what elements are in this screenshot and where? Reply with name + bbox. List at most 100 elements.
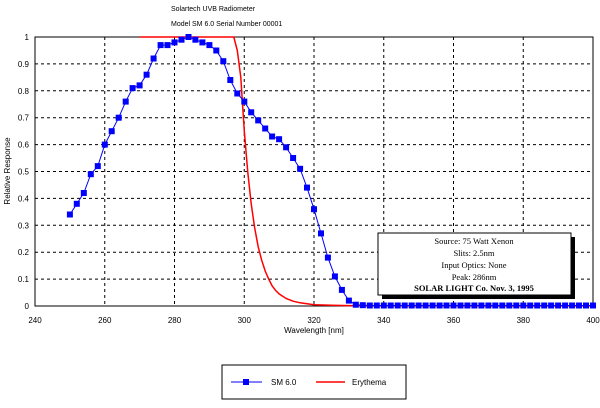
data-point-sm-6-0 — [492, 302, 499, 309]
chart-title: Solartech UVB Radiometer — [171, 6, 256, 13]
data-point-sm-6-0 — [401, 302, 408, 309]
data-point-sm-6-0 — [366, 302, 373, 309]
chart-subtitle: Model SM 6.0 Serial Number 00001 — [171, 21, 282, 28]
data-point-sm-6-0 — [248, 109, 255, 116]
data-point-sm-6-0 — [115, 114, 122, 121]
data-point-sm-6-0 — [345, 297, 352, 304]
y-tick-label: 0.1 — [18, 275, 30, 284]
annotation-line-source: Source: 75 Watt Xenon — [434, 236, 514, 246]
data-point-sm-6-0 — [304, 184, 310, 191]
data-point-sm-6-0 — [464, 302, 471, 309]
y-axis-label: Relative Response — [3, 137, 12, 205]
data-point-sm-6-0 — [590, 302, 596, 309]
y-tick-label: 0.8 — [18, 87, 30, 96]
y-tick-label: 0.2 — [18, 248, 30, 257]
data-point-sm-6-0 — [359, 302, 366, 309]
annotation-panel — [377, 232, 572, 296]
data-point-sm-6-0 — [541, 302, 548, 309]
data-point-sm-6-0 — [94, 163, 101, 170]
data-point-sm-6-0 — [192, 36, 199, 43]
data-point-sm-6-0 — [213, 47, 220, 54]
y-tick-label: 0.5 — [18, 168, 30, 177]
data-point-sm-6-0 — [290, 155, 297, 161]
data-point-sm-6-0 — [73, 200, 80, 207]
annotation-line-slits: Slits: 2.5nm — [453, 248, 494, 258]
data-point-sm-6-0 — [241, 98, 248, 105]
data-point-sm-6-0 — [562, 302, 569, 309]
legend-marker-sm60 — [243, 379, 249, 385]
data-point-sm-6-0 — [331, 273, 338, 280]
data-point-sm-6-0 — [513, 302, 520, 309]
data-point-sm-6-0 — [101, 141, 108, 148]
data-point-sm-6-0 — [436, 302, 443, 309]
data-point-sm-6-0 — [422, 302, 429, 309]
data-point-sm-6-0 — [143, 71, 150, 78]
x-tick-label: 260 — [98, 316, 112, 325]
data-point-sm-6-0 — [164, 42, 171, 49]
data-point-sm-6-0 — [583, 302, 589, 309]
data-point-sm-6-0 — [269, 133, 276, 140]
x-tick-label: 360 — [447, 316, 461, 325]
data-point-sm-6-0 — [283, 144, 290, 151]
x-tick-label: 400 — [586, 316, 600, 325]
data-point-sm-6-0 — [534, 302, 541, 309]
x-tick-label: 320 — [307, 316, 321, 325]
data-point-sm-6-0 — [548, 302, 555, 309]
data-point-sm-6-0 — [311, 206, 317, 213]
data-point-sm-6-0 — [443, 302, 450, 309]
annotation-box: Source: 75 Watt Xenon Slits: 2.5nm Input… — [377, 232, 575, 299]
data-point-sm-6-0 — [157, 42, 164, 49]
data-point-sm-6-0 — [178, 36, 185, 43]
data-point-sm-6-0 — [129, 85, 136, 92]
data-point-sm-6-0 — [499, 302, 506, 309]
x-tick-labels: 240 260 280 300 320 340 360 380 400 — [28, 316, 600, 325]
data-point-sm-6-0 — [415, 302, 422, 309]
legend: SM 6.0 Erythema — [221, 364, 407, 400]
y-tick-label: 0.4 — [18, 194, 30, 203]
data-point-sm-6-0 — [324, 254, 331, 261]
data-point-sm-6-0 — [527, 302, 534, 309]
series-layer — [66, 34, 596, 309]
data-point-sm-6-0 — [352, 301, 359, 308]
y-tick-label: 1 — [25, 33, 30, 42]
data-point-sm-6-0 — [185, 34, 192, 40]
data-point-sm-6-0 — [108, 128, 115, 135]
data-point-sm-6-0 — [255, 117, 262, 124]
x-tick-label: 240 — [28, 316, 42, 325]
data-point-sm-6-0 — [227, 77, 234, 83]
legend-label-sm60: SM 6.0 — [271, 378, 297, 387]
data-point-sm-6-0 — [199, 39, 206, 46]
x-tick-label: 280 — [168, 316, 182, 325]
y-tick-label: 0.3 — [18, 221, 30, 230]
data-point-sm-6-0 — [380, 302, 387, 309]
data-point-sm-6-0 — [136, 82, 143, 89]
y-tick-label: 0.9 — [18, 60, 30, 69]
annotation-line-optics: Input Optics: None — [441, 260, 506, 270]
data-point-sm-6-0 — [387, 302, 394, 309]
data-point-sm-6-0 — [318, 230, 324, 237]
data-point-sm-6-0 — [576, 302, 582, 309]
data-point-sm-6-0 — [555, 302, 562, 309]
data-point-sm-6-0 — [297, 165, 304, 172]
x-tick-label: 340 — [377, 316, 391, 325]
series-line-sm-6-0 — [69, 36, 593, 306]
data-point-sm-6-0 — [408, 302, 415, 309]
annotation-line-peak: Peak: 286nm — [452, 272, 497, 282]
data-point-sm-6-0 — [457, 302, 464, 309]
data-point-sm-6-0 — [520, 302, 527, 309]
data-point-sm-6-0 — [150, 55, 157, 62]
y-tick-labels: 0 0.1 0.2 0.3 0.4 0.5 0.6 0.7 0.8 0.9 1 — [18, 33, 30, 311]
data-point-sm-6-0 — [569, 302, 576, 309]
y-tick-label: 0.6 — [18, 141, 30, 150]
data-point-sm-6-0 — [87, 171, 94, 178]
data-point-sm-6-0 — [450, 302, 457, 309]
data-point-sm-6-0 — [394, 302, 401, 309]
data-point-sm-6-0 — [206, 42, 213, 49]
data-point-sm-6-0 — [122, 98, 129, 105]
annotation-line-company: SOLAR LIGHT Co. Nov. 3, 1995 — [414, 283, 534, 293]
data-point-sm-6-0 — [262, 125, 269, 132]
y-tick-label: 0 — [25, 302, 30, 311]
legend-label-erythema: Erythema — [352, 378, 387, 387]
data-point-sm-6-0 — [471, 302, 478, 309]
